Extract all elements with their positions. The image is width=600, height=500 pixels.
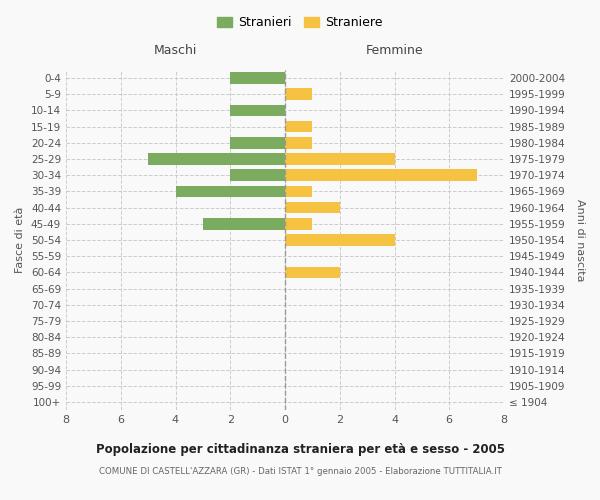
Bar [285, 170, 476, 181]
Bar [148, 153, 285, 165]
Bar [230, 104, 285, 117]
Bar [230, 137, 285, 148]
Bar [176, 186, 285, 198]
Bar [285, 88, 313, 100]
Bar [285, 186, 313, 198]
Y-axis label: Anni di nascita: Anni di nascita [575, 198, 585, 281]
Text: COMUNE DI CASTELL'AZZARA (GR) - Dati ISTAT 1° gennaio 2005 - Elaborazione TUTTIT: COMUNE DI CASTELL'AZZARA (GR) - Dati IST… [98, 468, 502, 476]
Bar [285, 266, 340, 278]
Bar [285, 218, 313, 230]
Bar [285, 137, 313, 148]
Legend: Stranieri, Straniere: Stranieri, Straniere [212, 11, 388, 34]
Bar [285, 234, 395, 246]
Bar [285, 153, 395, 165]
Text: Popolazione per cittadinanza straniera per età e sesso - 2005: Popolazione per cittadinanza straniera p… [95, 442, 505, 456]
Text: Maschi: Maschi [154, 44, 197, 58]
Bar [285, 202, 340, 213]
Bar [230, 170, 285, 181]
Bar [285, 121, 313, 132]
Text: Femmine: Femmine [365, 44, 424, 58]
Y-axis label: Fasce di età: Fasce di età [16, 207, 25, 273]
Bar [203, 218, 285, 230]
Bar [230, 72, 285, 84]
